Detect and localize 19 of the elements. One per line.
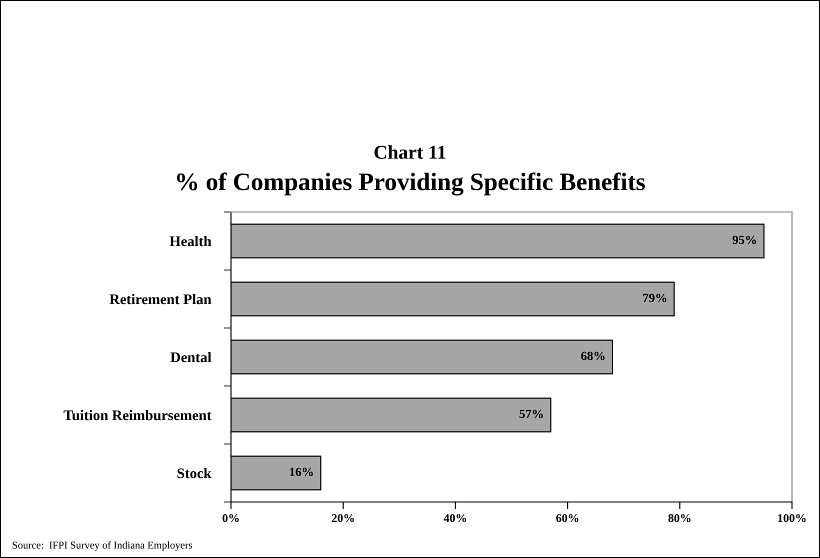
source-note: Source: IFPI Survey of Indiana Employers xyxy=(12,541,192,551)
data-label: 79% xyxy=(643,294,666,302)
x-tick-label: 0% xyxy=(222,514,239,522)
x-tick-label: 40% xyxy=(444,514,466,522)
data-label: 95% xyxy=(732,236,756,244)
y-tick-label: Dental xyxy=(170,352,212,362)
y-tick-label: Tuition Reimbursement xyxy=(64,410,212,420)
y-tick-label: Health xyxy=(170,236,212,246)
x-tick-label: 80% xyxy=(668,514,690,522)
data-label: 16% xyxy=(290,468,313,476)
data-label: 68% xyxy=(581,352,605,360)
data-label: 57% xyxy=(520,410,543,418)
x-tick-label: 20% xyxy=(332,514,354,522)
chart-subtitle: % of Companies Providing Specific Benefits xyxy=(177,172,645,196)
chart-title: Chart 11 xyxy=(374,145,446,159)
x-tick-label: 60% xyxy=(556,514,578,522)
y-tick-label: Retirement Plan xyxy=(110,294,212,304)
y-tick-label: Stock xyxy=(177,468,212,478)
x-tick-label: 100% xyxy=(778,514,806,522)
